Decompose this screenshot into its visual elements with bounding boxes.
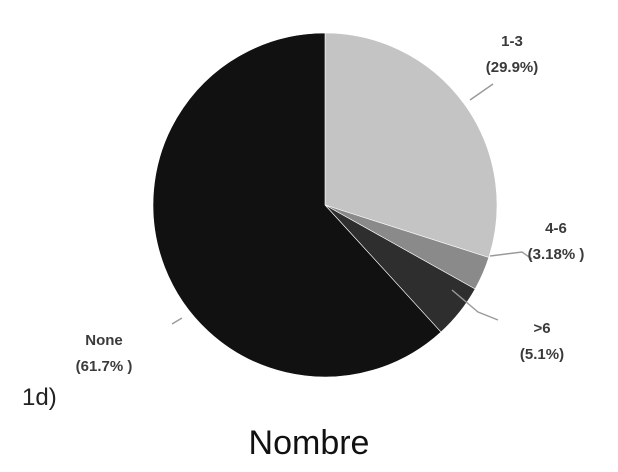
slice-percent-label: (29.9%): [486, 59, 539, 76]
leader-line-3: [451, 289, 499, 321]
chart-caption: Nombre: [248, 424, 370, 462]
slice-category-label: None: [85, 332, 123, 349]
leader-line-2: [489, 251, 533, 260]
leader-line-4: [171, 317, 183, 325]
slice-percent-label: (3.18% ): [528, 246, 585, 263]
slice-category-label: >6: [533, 320, 550, 337]
slice-category-label: 1-3: [501, 33, 523, 50]
pie-slice-1: [324, 32, 498, 258]
panel-label: 1d): [22, 384, 57, 411]
slice-percent-label: (5.1%): [520, 346, 564, 363]
slice-category-label: 4-6: [545, 220, 567, 237]
slice-percent-label: (61.7% ): [76, 358, 133, 375]
leader-line-1: [469, 83, 494, 101]
pie-slice-4: [152, 32, 442, 378]
